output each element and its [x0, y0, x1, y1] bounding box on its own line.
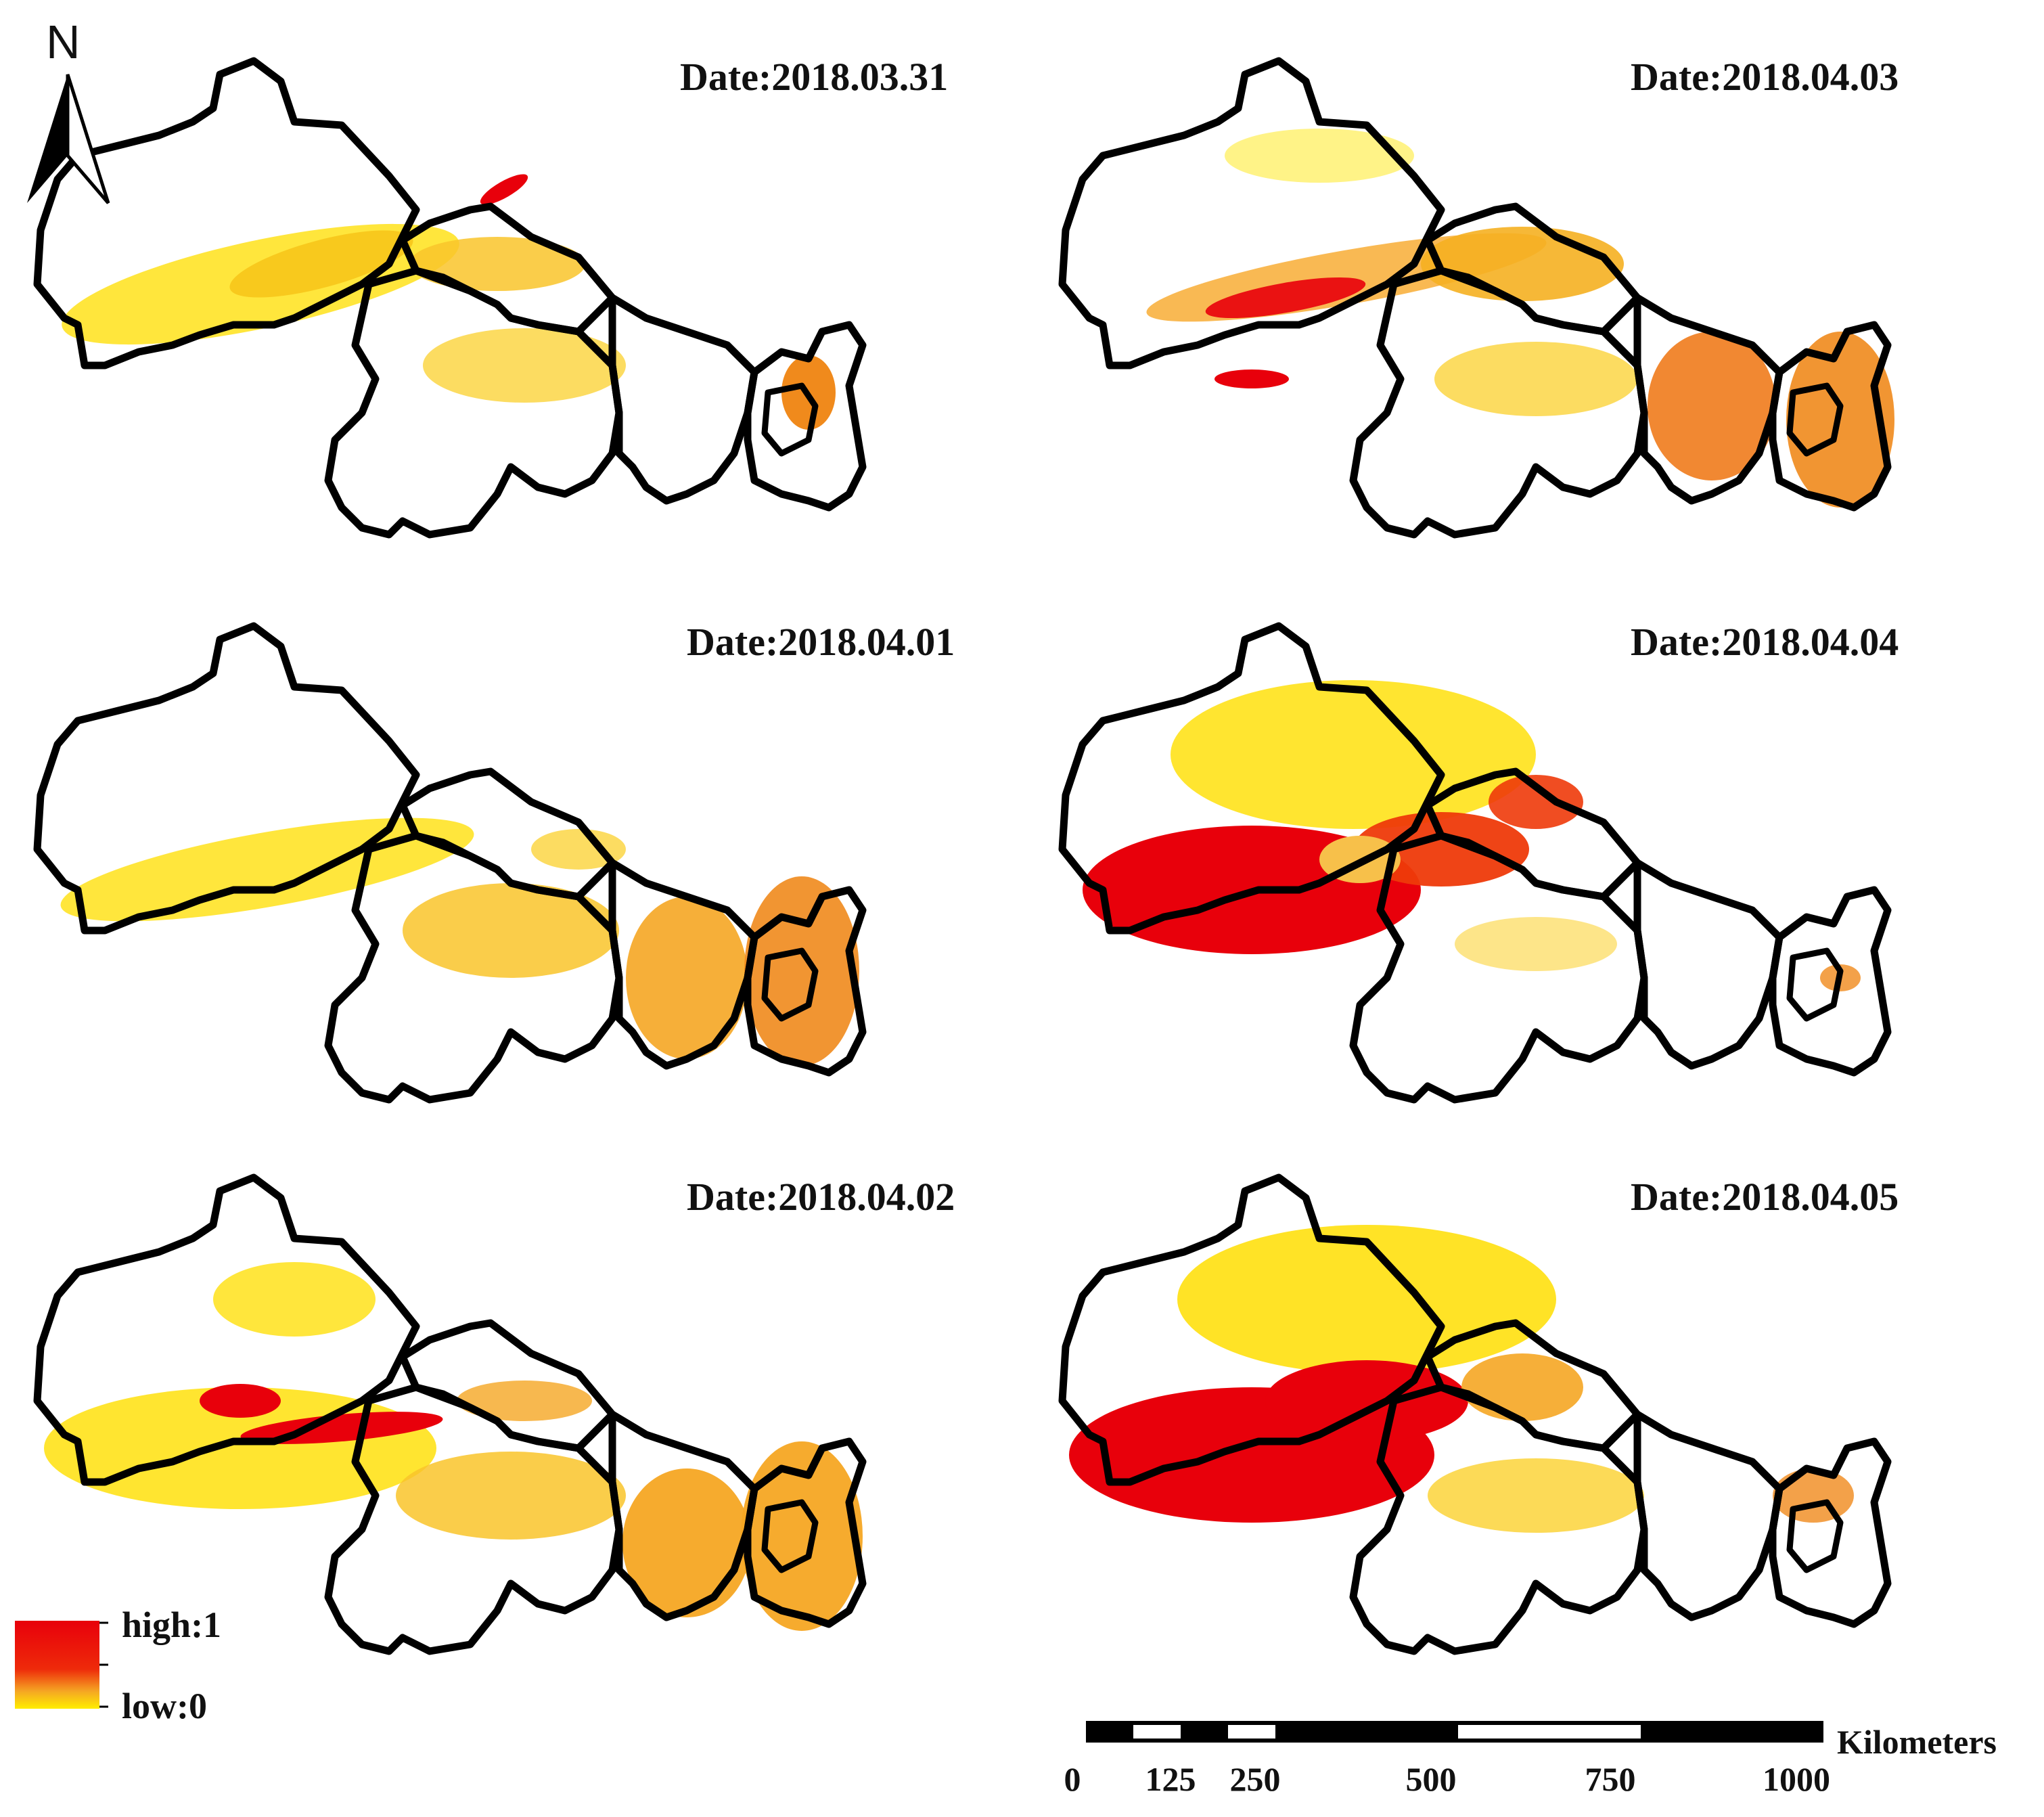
map-panel-1 [37, 61, 863, 535]
fill-layer [60, 817, 859, 1066]
panel-6-date: Date:2018.04.05 [1631, 1175, 1899, 1219]
fill-layer [44, 1262, 863, 1631]
panel-4-date: Date:2018.04.04 [1631, 620, 1899, 664]
north-arrow-icon [27, 74, 110, 204]
scale-tick-1000: 1000 [1763, 1760, 1830, 1798]
legend-low-label: low:0 [122, 1686, 207, 1726]
scale-tick-125: 125 [1145, 1760, 1196, 1798]
map-panel-2 [1062, 61, 1894, 535]
scale-tick-250: 250 [1229, 1760, 1281, 1798]
fill-layer [62, 174, 836, 430]
fill-layer [1069, 1225, 1854, 1533]
legend-high-label: high:1 [122, 1605, 222, 1645]
map-panel-4 [1062, 626, 1888, 1100]
panel-1-date: Date:2018.03.31 [680, 55, 949, 99]
panel-2-date: Date:2018.04.03 [1631, 55, 1899, 99]
fill-layer [1083, 680, 1861, 991]
scale-bar [1086, 1721, 1823, 1743]
map-panel-6 [1062, 1177, 1888, 1651]
fill-layer [1146, 129, 1894, 508]
map-panel-3 [37, 626, 863, 1100]
scale-tick-0: 0 [1064, 1760, 1081, 1798]
scale-tick-500: 500 [1405, 1760, 1457, 1798]
map-panel-5 [37, 1177, 863, 1651]
panel-5-date: Date:2018.04.02 [687, 1175, 955, 1219]
panel-3-date: Date:2018.04.01 [687, 620, 955, 664]
scale-unit-label: Kilometers [1837, 1723, 1997, 1761]
scale-tick-750: 750 [1585, 1760, 1636, 1798]
legend-color-ramp [15, 1621, 99, 1709]
north-label: N [46, 16, 81, 68]
